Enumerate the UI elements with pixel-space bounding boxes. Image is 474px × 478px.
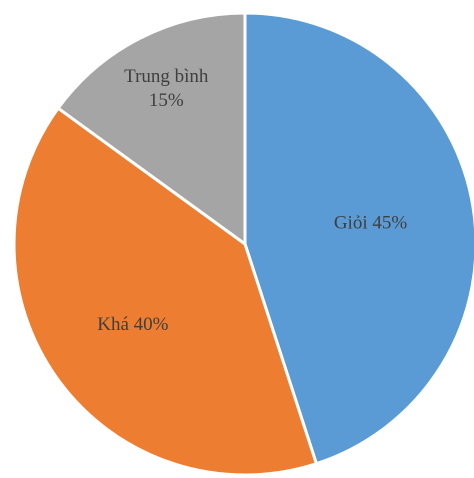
slice-trung-binh-label: 15%: [149, 90, 184, 111]
slice-kha: [12, 106, 319, 477]
slice-trung-binh: [56, 11, 247, 247]
slice-trung-binh-label: Trung bình: [124, 66, 209, 87]
slice-kha-label: Khá 40%: [97, 314, 168, 335]
slice-gioi-label: Giỏi 45%: [334, 212, 408, 233]
slice-gioi: [243, 11, 474, 466]
